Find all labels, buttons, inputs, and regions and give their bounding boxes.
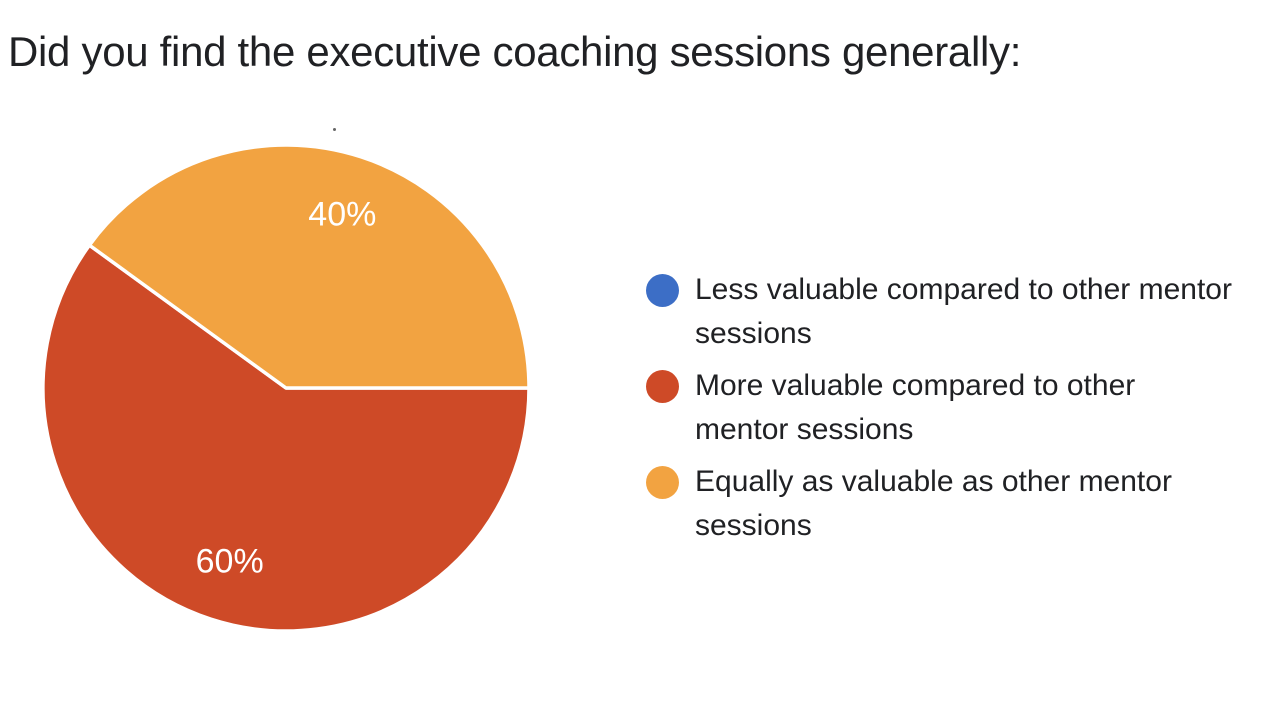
legend-swatch-icon	[646, 370, 679, 403]
stray-mark	[333, 128, 336, 131]
chart-legend: Less valuable compared to other mentor s…	[646, 268, 1266, 556]
pie-slice-1[interactable]	[41, 243, 531, 633]
pie-chart: 60% 40%	[41, 143, 531, 633]
legend-item-equally-valuable: Equally as valuable as other mentor sess…	[646, 460, 1266, 548]
legend-swatch-icon	[646, 274, 679, 307]
legend-item-more-valuable: More valuable compared to other mentor s…	[646, 364, 1266, 452]
chart-title: Did you find the executive coaching sess…	[8, 28, 1022, 75]
pie-slice-2[interactable]	[87, 143, 531, 390]
legend-label-line: Less valuable compared to other mentor	[695, 273, 1232, 306]
pie-slice-label: 60%	[196, 542, 264, 580]
legend-item-less-valuable: Less valuable compared to other mentor s…	[646, 268, 1266, 356]
pie-slice-label: 40%	[308, 196, 376, 234]
legend-label: Less valuable compared to other mentor s…	[695, 268, 1232, 356]
legend-swatch-icon	[646, 466, 679, 499]
legend-label: Equally as valuable as other mentor sess…	[695, 460, 1172, 548]
legend-label-line: mentor sessions	[695, 413, 914, 446]
legend-label-line: More valuable compared to other	[695, 369, 1136, 402]
legend-label-line: Equally as valuable as other mentor	[695, 465, 1172, 498]
legend-label-line: sessions	[695, 509, 812, 542]
legend-label-line: sessions	[695, 317, 812, 350]
legend-label: More valuable compared to other mentor s…	[695, 364, 1135, 452]
